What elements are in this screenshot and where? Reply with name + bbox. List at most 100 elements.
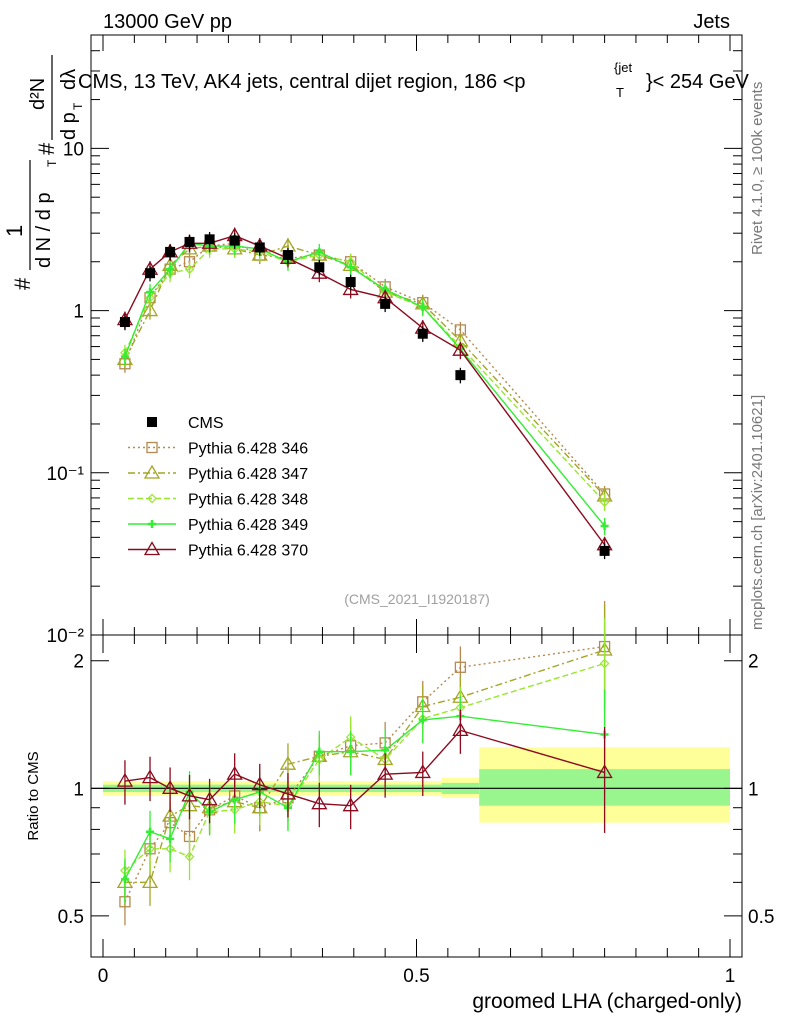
ratio-point-p370 — [342, 797, 359, 812]
ratio-point-p370 — [279, 785, 297, 800]
ratio-point-p349 — [146, 827, 155, 836]
ratio-point-p370 — [414, 764, 431, 779]
legend-marker — [148, 520, 156, 528]
svg-text:T: T — [71, 102, 85, 110]
legend: CMS Pythia 6.428 346 Pythia 6.428 347 Pythi… — [128, 415, 308, 560]
y-tick-label-ratio: 2 — [73, 652, 84, 673]
legend-entry-p348: Pythia 6.428 348 — [128, 492, 308, 509]
ratio-point-p349 — [418, 715, 427, 724]
x-tick-label: 0 — [98, 966, 109, 987]
data-point-p349 — [418, 303, 427, 312]
series-line-p348 — [124, 248, 606, 503]
data-point-p349 — [315, 247, 324, 256]
y-label-dpt: d p — [58, 112, 80, 140]
data-point-cms — [380, 298, 391, 309]
ratio-point-p347 — [279, 755, 297, 770]
energy-label: 13000 GeV pp — [103, 11, 232, 33]
ratio-line-p349 — [124, 715, 605, 880]
ratio-point-p370 — [181, 787, 198, 802]
y-tick-label-ratio-right: 0.5 — [748, 907, 774, 928]
ratio-point-p349 — [120, 875, 129, 884]
data-point-cms — [184, 236, 195, 247]
svg-text:T: T — [45, 159, 59, 167]
data-point-cms — [165, 246, 176, 257]
legend-entry-p346: Pythia 6.428 346 — [128, 441, 308, 458]
ratio-axes: 0.5 0.5 1 1 2 2 0 0.5 1 — [58, 635, 774, 987]
y-label-d2n: d²N — [27, 78, 49, 110]
data-point-p349 — [346, 263, 355, 272]
title-sub: T — [616, 85, 624, 100]
ratio-point-p370 — [226, 765, 243, 780]
data-point-cms — [417, 328, 428, 339]
ratio-line-p347 — [124, 649, 605, 884]
analysis-tag: (CMS_2021_I1920187) — [344, 591, 490, 607]
y-tick-label-main: 10⁻² — [47, 626, 85, 647]
data-point-p349 — [600, 521, 609, 530]
legend-marker — [143, 464, 161, 479]
ratio-series-group — [116, 601, 613, 926]
ratio-point-p348 — [599, 658, 610, 669]
y-label-numerator: 1 — [2, 225, 27, 237]
ratio-point-p370 — [377, 765, 394, 780]
series-p347 — [116, 237, 613, 505]
mcplots-label: mcplots.cern.ch [arXiv:2401.10621] — [749, 395, 766, 630]
y-tick-label-ratio: 0.5 — [58, 907, 84, 928]
y-tick-label-ratio-right: 1 — [748, 779, 759, 800]
category-label: Jets — [693, 11, 730, 33]
ratio-point-p370 — [452, 722, 469, 737]
title-sup: {jet — [614, 60, 632, 75]
title-main: CMS, 13 TeV, AK4 jets, central dijet reg… — [78, 71, 526, 93]
data-point-p349 — [166, 265, 175, 274]
ratio-point-p370 — [141, 769, 159, 784]
plot-title: CMS, 13 TeV, AK4 jets, central dijet reg… — [78, 60, 750, 100]
legend-label: Pythia 6.428 347 — [188, 466, 308, 483]
data-point-p348 — [599, 497, 610, 507]
data-point-p370 — [452, 341, 469, 356]
ratio-point-p348 — [184, 851, 195, 862]
legend-marker — [147, 417, 157, 427]
x-tick-label: 0.5 — [403, 966, 429, 987]
data-point-p370 — [342, 281, 359, 296]
data-point-p348 — [184, 264, 195, 275]
ratio-line-p370 — [124, 729, 605, 807]
legend-marker — [143, 541, 161, 556]
legend-label: Pythia 6.428 370 — [188, 543, 308, 560]
data-point-cms — [145, 268, 156, 279]
series-line-p347 — [124, 245, 606, 497]
legend-label: Pythia 6.428 349 — [188, 517, 308, 534]
main-series-group — [116, 227, 613, 560]
ratio-point-p349 — [381, 746, 390, 755]
series-cms — [119, 231, 610, 560]
ratio-line-p346 — [124, 645, 605, 903]
data-point-p349 — [146, 288, 155, 297]
ratio-y-axis-title: Ratio to CMS — [25, 751, 42, 840]
legend-entry-cms: CMS — [147, 415, 224, 432]
data-point-cms — [455, 370, 466, 381]
y-tick-label-main: 10 — [63, 139, 84, 160]
data-point-p349 — [120, 352, 129, 361]
y-label-dlambda: dλ — [58, 69, 80, 90]
legend-marker — [146, 441, 158, 454]
data-point-cms — [119, 317, 130, 328]
legend-entry-p347: Pythia 6.428 347 — [128, 464, 308, 483]
legend-entry-p370: Pythia 6.428 370 — [128, 541, 308, 560]
ratio-point-p370 — [116, 772, 134, 787]
rivet-label: Rivet 4.1.0, ≥ 100k events — [749, 82, 766, 255]
data-point-p347 — [141, 302, 159, 317]
x-tick-label: 1 — [725, 966, 736, 987]
y-tick-label-ratio: 1 — [73, 779, 84, 800]
data-point-cms — [204, 234, 215, 245]
data-point-p348 — [145, 292, 155, 303]
ratio-point-p346 — [454, 661, 467, 673]
data-point-cms — [229, 235, 240, 246]
series-p346 — [119, 235, 611, 504]
y-label-denominator: d N / d p — [33, 192, 55, 268]
x-axis-title: groomed LHA (charged-only) — [472, 990, 742, 1013]
legend-label: Pythia 6.428 348 — [188, 492, 308, 509]
ratio-point-p370 — [311, 795, 328, 810]
legend-marker — [147, 493, 157, 504]
data-point-cms — [345, 277, 356, 288]
main-axes: 10⁻² 10⁻¹ 1 10 — [47, 34, 742, 647]
data-point-cms — [599, 545, 610, 556]
title-tail: }< 254 GeV — [646, 71, 750, 93]
